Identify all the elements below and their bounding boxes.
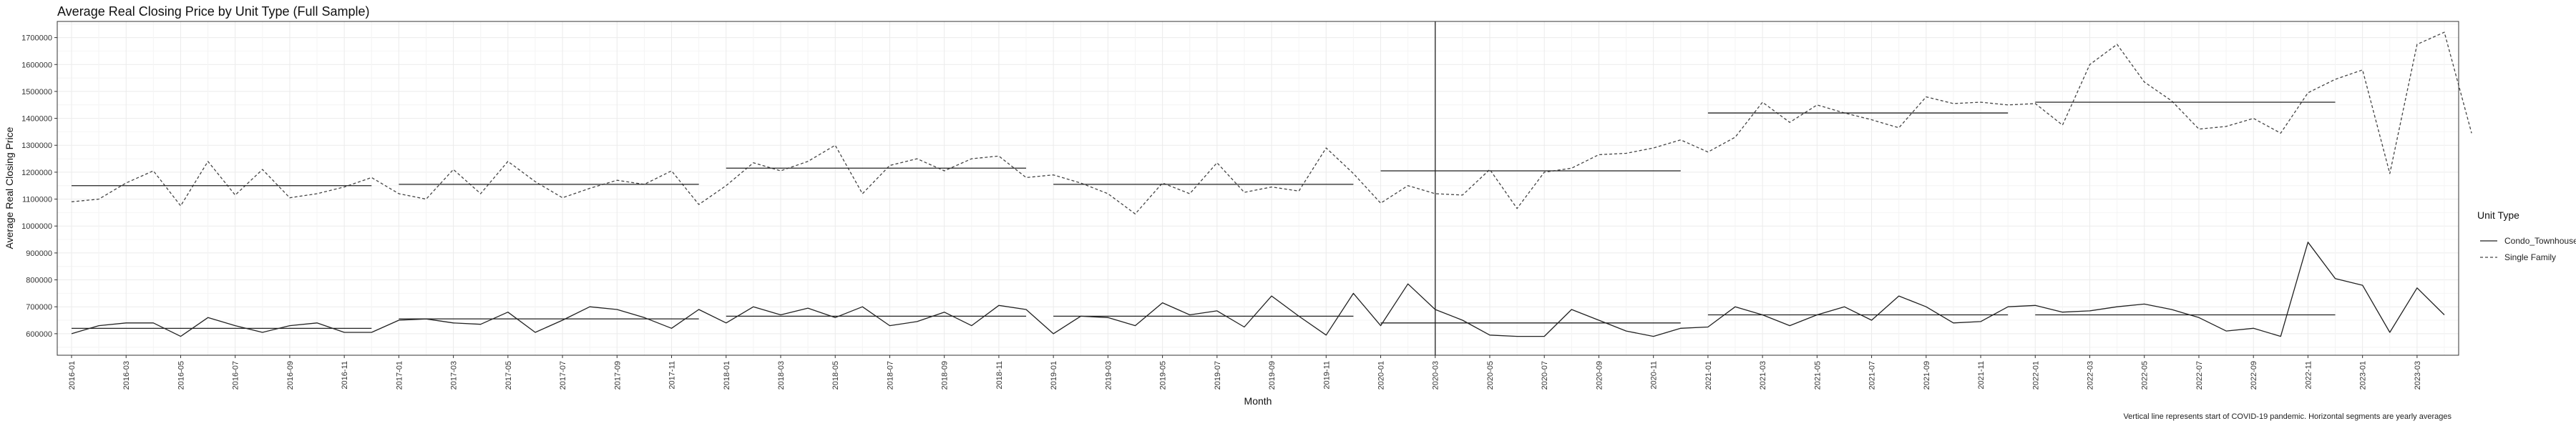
x-tick-label: 2017-09 <box>613 361 622 390</box>
series-line-condo-townhouse <box>71 242 2445 337</box>
y-axis-title: Average Real Closing Price <box>4 127 15 249</box>
x-tick-label: 2019-01 <box>1050 361 1058 390</box>
legend-label-condo-townhouse: Condo_Townhouse <box>2504 236 2576 246</box>
legend-title: Unit Type <box>2477 209 2519 221</box>
x-tick-label: 2018-07 <box>886 361 894 390</box>
x-tick-label: 2022-09 <box>2250 361 2258 390</box>
x-tick-label: 2020-09 <box>1595 361 1604 390</box>
y-tick-label: 1500000 <box>21 88 52 96</box>
x-tick-label: 2017-03 <box>450 361 459 390</box>
y-tick-label: 700000 <box>26 303 52 312</box>
x-tick-label: 2020-05 <box>1486 361 1495 390</box>
x-tick-label: 2016-09 <box>286 361 295 390</box>
x-tick-label: 2017-05 <box>504 361 513 390</box>
x-tick-label: 2018-01 <box>723 361 731 390</box>
x-tick-label: 2018-09 <box>941 361 950 390</box>
x-tick-label: 2020-07 <box>1541 361 1549 390</box>
x-tick-label: 2019-09 <box>1268 361 1277 390</box>
y-tick-label: 1300000 <box>21 142 52 150</box>
x-tick-label: 2016-05 <box>177 361 185 390</box>
x-tick-label: 2016-07 <box>232 361 240 390</box>
x-tick-label: 2022-07 <box>2195 361 2204 390</box>
legend-label-single-family: Single Family <box>2504 252 2556 262</box>
x-tick-label: 2016-01 <box>68 361 77 390</box>
x-tick-label: 2017-07 <box>559 361 567 390</box>
y-tick-label: 1400000 <box>21 115 52 124</box>
y-tick-label: 1200000 <box>21 169 52 177</box>
x-tick-label: 2021-05 <box>1813 361 1822 390</box>
x-tick-label: 2019-05 <box>1159 361 1168 390</box>
y-tick-label: 600000 <box>26 330 52 339</box>
y-tick-label: 1000000 <box>21 222 52 231</box>
legend: Unit Type Condo_Townhouse Single Family <box>2477 209 2576 262</box>
x-tick-label: 2020-01 <box>1377 361 1386 390</box>
chart-title: Average Real Closing Price by Unit Type … <box>57 4 370 19</box>
series-line-single-family <box>71 31 2472 214</box>
x-tick-label: 2020-11 <box>1650 361 1659 390</box>
x-tick-label: 2022-03 <box>2087 361 2095 390</box>
y-tick-label: 1100000 <box>22 196 52 204</box>
x-tick-label: 2017-11 <box>668 361 677 390</box>
y-tick-label: 1700000 <box>21 34 52 43</box>
x-tick-label: 2017-01 <box>395 361 404 390</box>
x-tick-label: 2018-11 <box>995 361 1004 390</box>
plot-data <box>71 21 2472 355</box>
chart-caption: Vertical line represents start of COVID-… <box>2123 412 2451 421</box>
x-tick-label: 2021-09 <box>1923 361 1931 390</box>
x-axis-title: Month <box>1244 395 1272 407</box>
x-tick-label: 2018-05 <box>831 361 840 390</box>
x-tick-label: 2022-11 <box>2304 361 2313 390</box>
y-tick-label: 900000 <box>26 249 52 258</box>
x-tick-label: 2021-07 <box>1868 361 1877 390</box>
x-tick-label: 2020-03 <box>1432 361 1440 390</box>
y-tick-label: 1600000 <box>21 61 52 69</box>
x-tick-label: 2021-01 <box>1704 361 1713 390</box>
x-tick-label: 2016-03 <box>122 361 131 390</box>
x-tick-label: 2021-03 <box>1759 361 1767 390</box>
plot-panel-border <box>57 21 2459 356</box>
x-tick-label: 2019-03 <box>1104 361 1113 390</box>
x-tick-label: 2016-11 <box>341 361 349 390</box>
x-tick-label: 2023-03 <box>2414 361 2422 390</box>
axes: 600000 700000 800000 900000 1000000 1100000 12… <box>21 34 2422 390</box>
grid <box>57 21 2459 355</box>
x-tick-label: 2022-01 <box>2031 361 2040 390</box>
x-tick-label: 2022-05 <box>2141 361 2150 390</box>
x-tick-label: 2019-07 <box>1214 361 1222 390</box>
x-tick-label: 2021-11 <box>1977 361 1986 390</box>
x-tick-label: 2019-11 <box>1322 361 1331 390</box>
x-tick-label: 2023-01 <box>2359 361 2368 390</box>
y-tick-label: 800000 <box>26 277 52 285</box>
x-tick-label: 2018-03 <box>777 361 786 390</box>
